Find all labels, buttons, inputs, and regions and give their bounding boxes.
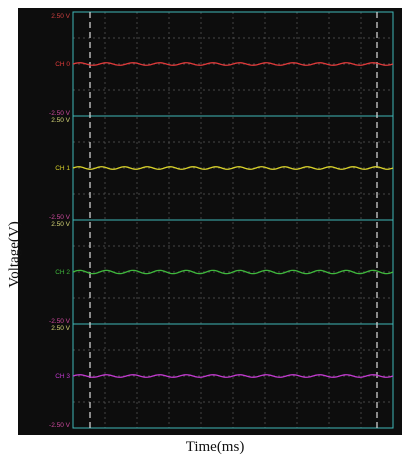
scale-min-label: -2.50 V <box>49 110 71 117</box>
scope-background <box>18 8 402 435</box>
traces <box>72 62 394 378</box>
scale-max-label: 2.50 V <box>51 325 70 332</box>
scale-max-label: 2.50 V <box>51 117 70 124</box>
x-axis-label: Time(ms) <box>185 439 245 455</box>
channel-name-label: CH 3 <box>55 373 70 380</box>
scale-min-label: -2.50 V <box>49 318 71 325</box>
scale-labels: 2.50 V-2.50 VCH 02.50 V-2.50 VCH 12.50 V… <box>49 13 71 429</box>
channel-name-label: CH 2 <box>55 269 70 276</box>
trace-ch-3 <box>72 374 394 378</box>
trace-ch-0 <box>72 62 394 66</box>
y-axis-label: Voltage(V) <box>6 221 23 288</box>
trace-ch-2 <box>72 269 394 275</box>
trace-ch-1 <box>72 166 394 170</box>
scale-max-label: 2.50 V <box>51 13 70 20</box>
channel-name-label: CH 0 <box>55 61 70 68</box>
scale-max-label: 2.50 V <box>51 221 70 228</box>
channel-name-label: CH 1 <box>55 165 70 172</box>
scale-min-label: -2.50 V <box>49 422 71 429</box>
scale-min-label: -2.50 V <box>49 214 71 221</box>
